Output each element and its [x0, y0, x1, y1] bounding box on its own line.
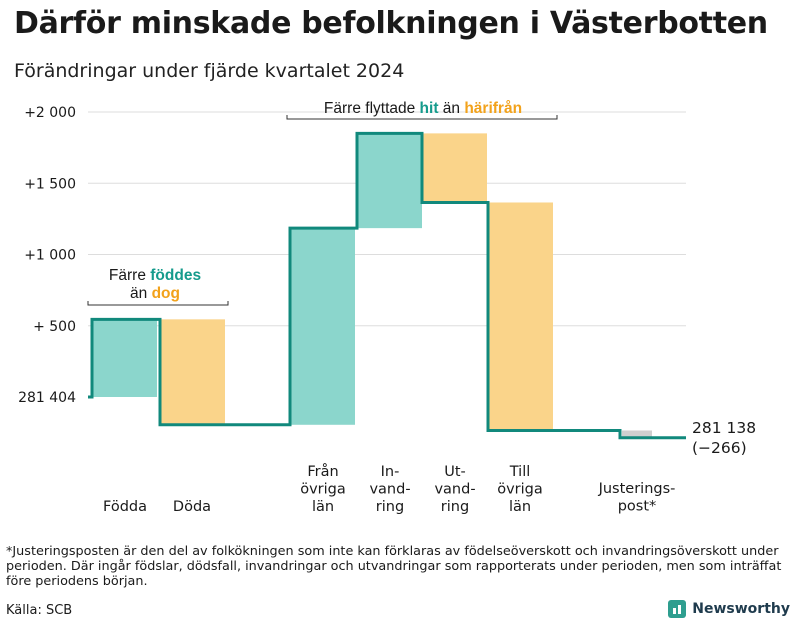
chart-subtitle: Förändringar under fjärde kvartalet 2024 [14, 60, 405, 82]
y-tick-label: +1 500 [24, 176, 76, 192]
running-total-line [88, 131, 686, 440]
waterfall-bar [622, 430, 652, 438]
annotation-text: än dog [130, 285, 180, 302]
x-category-label: Ut- [444, 464, 466, 480]
annotation-segment: Färre [109, 267, 150, 284]
y-tick-label: 281 404 [18, 390, 76, 406]
end-value-label: 281 138 [692, 419, 756, 437]
brand-name: Newsworthy [692, 601, 790, 617]
waterfall-bar [290, 228, 355, 425]
x-category-label: övriga [497, 482, 543, 498]
x-category-label: Döda [173, 499, 211, 515]
x-category-label: övriga [300, 482, 346, 498]
annotation-segment: än [130, 285, 152, 302]
x-category-label: Till [509, 464, 531, 480]
annotation-segment: föddes [150, 267, 201, 284]
x-category-label: Justerings- [598, 481, 676, 497]
y-tick-label: +1 000 [24, 248, 76, 264]
annotation-segment: Färre flyttade [324, 100, 420, 117]
x-category-label: ring [376, 499, 404, 515]
annotation-bracket [87, 301, 229, 306]
chart-title: Därför minskade befolkningen i Västerbot… [14, 6, 768, 41]
annotation-segment: härifrån [464, 100, 522, 117]
waterfall-bar [92, 319, 157, 397]
annotation-text: Färre flyttade hit än härifrån [324, 100, 522, 117]
x-category-label: In- [381, 464, 400, 480]
x-category-label: ring [441, 499, 469, 515]
y-tick-label: +2 000 [24, 105, 76, 121]
x-category-label: län [509, 499, 531, 515]
x-category-label: Från [307, 463, 338, 480]
annotation-segment: än [438, 100, 464, 117]
waterfall-bar [160, 319, 225, 425]
waterfall-bar [422, 133, 487, 203]
source-label: Källa: SCB [6, 603, 73, 618]
x-category-label: post* [618, 499, 657, 515]
x-category-label: län [312, 499, 334, 515]
brand-logo: Newsworthy [668, 600, 790, 618]
waterfall-chart: 281 404 + 500 +1 000 +1 500 +2 000 Födda Döda F… [18, 100, 756, 515]
y-tick-label: + 500 [33, 319, 76, 335]
x-category-label: vand- [434, 482, 475, 498]
waterfall-bar [357, 133, 422, 229]
x-category-label: vand- [369, 482, 410, 498]
waterfall-bar [488, 202, 553, 431]
annotation-segment: hit [420, 100, 439, 117]
footnote: *Justeringsposten är den del av folkökni… [6, 544, 782, 589]
annotation-segment: dog [152, 285, 180, 302]
bar-chart-icon [668, 600, 687, 618]
annotation-bracket [286, 115, 558, 120]
end-change-label: (−266) [692, 439, 747, 457]
annotation-text: Färre föddes [109, 267, 201, 284]
x-category-label: Födda [103, 499, 147, 515]
